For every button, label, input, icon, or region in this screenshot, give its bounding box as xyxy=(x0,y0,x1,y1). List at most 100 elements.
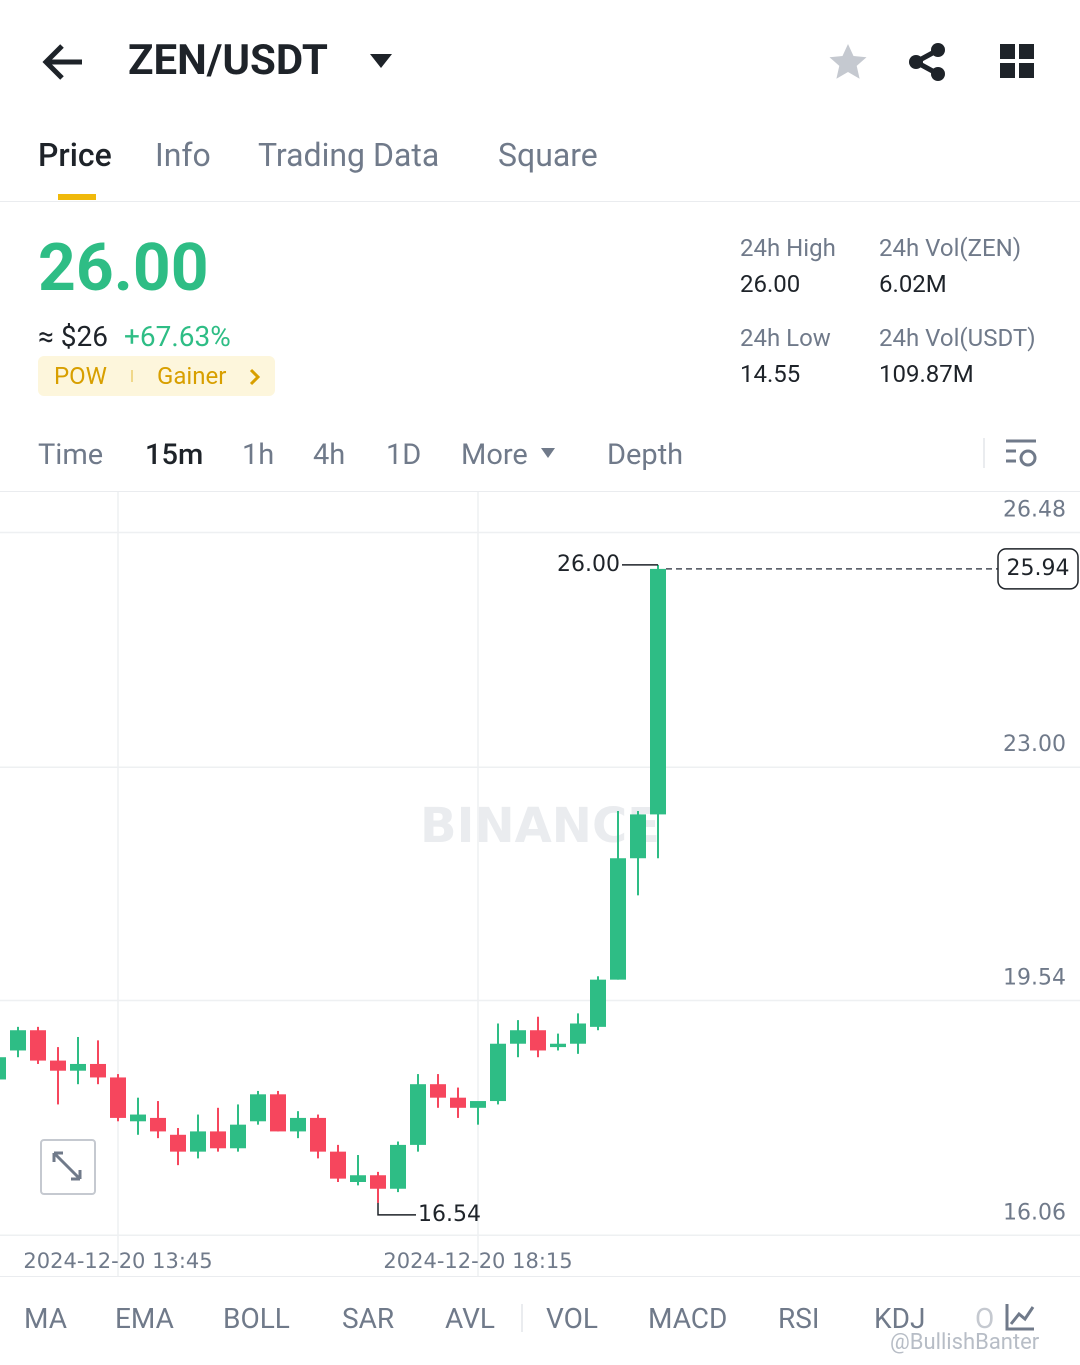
candle-body xyxy=(630,814,646,859)
candle-body xyxy=(90,1063,106,1078)
indicator[interactable]: VOL xyxy=(546,1302,598,1335)
low-marker-label: 16.54 xyxy=(418,1202,481,1227)
y-tick-label: 23.00 xyxy=(1003,732,1066,757)
tag-bar[interactable] xyxy=(38,356,275,396)
candle-body xyxy=(150,1117,166,1132)
divider xyxy=(0,201,1080,202)
y-tick-label: 26.48 xyxy=(1003,497,1066,522)
fullscreen-button[interactable] xyxy=(40,1139,96,1195)
interval[interactable]: 1D xyxy=(386,438,422,472)
candle-body xyxy=(490,1043,506,1102)
tab-indicator xyxy=(58,194,96,200)
credit: @BullishBanter xyxy=(890,1330,1040,1355)
candlestick-chart: BINANCE 26.48 23.00 19.54 16.06 2024-12-20 1… xyxy=(0,492,1080,1277)
candle-body xyxy=(450,1097,466,1108)
candle-body xyxy=(430,1084,446,1098)
tag-chevron xyxy=(249,368,261,386)
stat-value: 6.02M xyxy=(879,270,947,298)
divider xyxy=(521,1304,523,1332)
price-change: +67.63% xyxy=(124,320,231,353)
stat-label: 24h High xyxy=(740,234,836,262)
x-tick-label: 2024-12-20 13:45 xyxy=(23,1249,212,1273)
candle-body xyxy=(230,1124,246,1149)
candle-body xyxy=(330,1151,346,1179)
y-tick-label: 19.54 xyxy=(1003,966,1066,991)
last-price: 26.00 xyxy=(38,230,209,307)
last-price-box xyxy=(997,548,1079,590)
more-dropdown[interactable] xyxy=(540,447,556,459)
indicator[interactable]: SAR xyxy=(342,1302,395,1335)
stat-value: 14.55 xyxy=(740,360,801,388)
tag-separator xyxy=(131,370,133,382)
candle-body xyxy=(270,1094,286,1132)
low-marker-line xyxy=(377,1202,416,1216)
candle-body xyxy=(190,1131,206,1152)
interval[interactable]: Depth xyxy=(607,438,684,472)
interval[interactable]: Time xyxy=(38,438,104,472)
candle-body xyxy=(390,1144,406,1189)
chart-settings-icon[interactable] xyxy=(1004,438,1038,470)
divider xyxy=(0,1276,1080,1277)
indicator[interactable]: O xyxy=(975,1302,995,1335)
candle-body xyxy=(470,1101,486,1108)
candle-body xyxy=(70,1063,86,1071)
stat-value: 109.87M xyxy=(879,360,974,388)
indicator[interactable]: MACD xyxy=(648,1302,728,1335)
candle-body xyxy=(110,1077,126,1118)
candle-body xyxy=(370,1175,386,1189)
indicator[interactable]: MA xyxy=(24,1302,67,1335)
candle-body xyxy=(510,1030,526,1044)
candle-body xyxy=(530,1030,546,1051)
candle-body xyxy=(0,1057,6,1080)
indicator[interactable]: BOLL xyxy=(223,1302,290,1335)
watermark: BINANCE xyxy=(420,798,660,854)
candle-body xyxy=(290,1117,306,1132)
x-tick-label: 2024-12-20 18:15 xyxy=(383,1249,572,1273)
stat-label: 24h Low xyxy=(740,324,831,352)
divider xyxy=(983,438,985,468)
candle-body xyxy=(30,1030,46,1061)
favorite-icon[interactable] xyxy=(828,42,868,82)
tag[interactable]: Gainer xyxy=(157,362,227,390)
interval[interactable]: More xyxy=(461,438,528,472)
tab[interactable]: Trading Data xyxy=(258,136,440,174)
pair-dropdown[interactable] xyxy=(368,52,394,70)
grid-icon[interactable] xyxy=(1000,44,1036,80)
candle-body xyxy=(410,1084,426,1145)
candle-body xyxy=(570,1023,586,1044)
candle-body xyxy=(610,858,626,980)
interval[interactable]: 15m xyxy=(145,438,204,472)
candle-body xyxy=(50,1060,66,1071)
indicator[interactable]: EMA xyxy=(115,1302,174,1335)
candle-body xyxy=(250,1094,266,1122)
fiat-price: ≈ $26 xyxy=(38,320,108,353)
candle-body xyxy=(210,1131,226,1149)
stat-label: 24h Vol(ZEN) xyxy=(879,234,1022,262)
indicator[interactable]: AVL xyxy=(445,1302,495,1335)
candle-body xyxy=(130,1114,146,1122)
pair-title[interactable]: ZEN/USDT xyxy=(128,36,328,85)
indicator-settings-icon[interactable] xyxy=(1004,1302,1036,1332)
candle-body xyxy=(310,1117,326,1152)
high-marker-label: 26.00 xyxy=(557,552,620,577)
tab[interactable]: Square xyxy=(498,136,598,174)
divider xyxy=(0,491,1080,492)
candle-body xyxy=(10,1030,26,1051)
indicator[interactable]: RSI xyxy=(778,1302,820,1335)
interval[interactable]: 1h xyxy=(242,438,275,472)
stat-value: 26.00 xyxy=(740,270,801,298)
y-tick-label: 16.06 xyxy=(1003,1200,1066,1225)
stat-label: 24h Vol(USDT) xyxy=(879,324,1036,352)
candle-body xyxy=(650,568,666,815)
candle-body xyxy=(350,1175,366,1182)
tab[interactable]: Price xyxy=(38,136,112,174)
tab[interactable]: Info xyxy=(155,136,211,174)
indicator[interactable]: KDJ xyxy=(874,1302,926,1335)
back-button[interactable] xyxy=(40,40,86,84)
interval[interactable]: 4h xyxy=(313,438,346,472)
share-icon[interactable] xyxy=(908,42,948,82)
tag[interactable]: POW xyxy=(54,362,107,390)
last-price-label: 25.94 xyxy=(1007,556,1070,581)
candle-body xyxy=(170,1134,186,1152)
